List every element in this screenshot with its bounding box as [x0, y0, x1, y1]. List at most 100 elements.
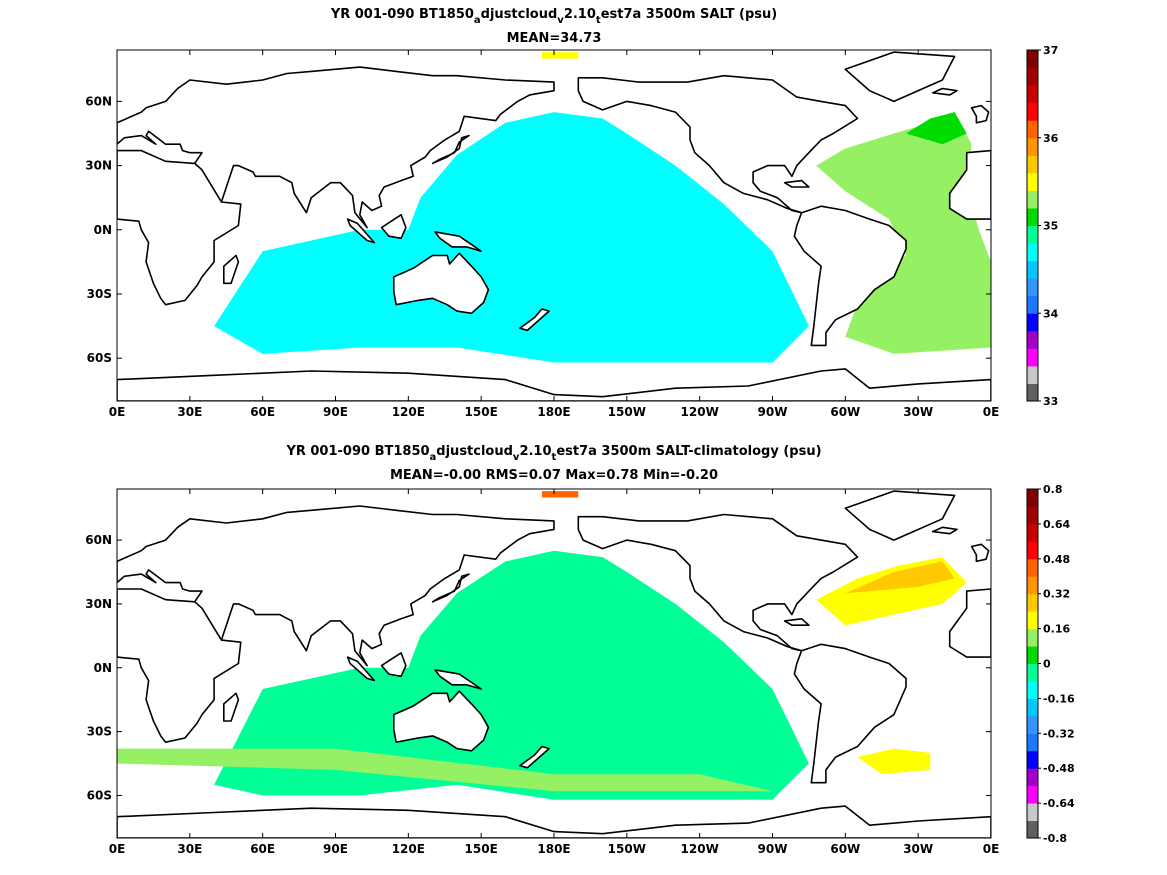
- colorbar-swatch: [1027, 733, 1038, 752]
- colorbar-swatch: [1027, 611, 1038, 630]
- colorbar-swatch: [1027, 750, 1038, 769]
- x-tick-label: 120W: [681, 842, 719, 856]
- colorbar-tick-label: 0.16: [1043, 623, 1070, 636]
- colorbar-swatch: [1027, 768, 1038, 787]
- chart-subtitle: MEAN=34.73: [507, 31, 602, 46]
- colorbar-tick-label: 0.32: [1043, 588, 1070, 601]
- title-segment: djustcloud: [481, 7, 558, 22]
- colorbar-tick-label: -0.32: [1043, 727, 1075, 740]
- coastline-iceland: [931, 87, 958, 96]
- colorbar-tick-label: -0.8: [1043, 832, 1067, 845]
- coastline-uk: [970, 104, 990, 124]
- colorbar-tick-label: 34: [1043, 307, 1059, 320]
- coastline-new-guinea: [434, 669, 483, 690]
- x-tick-label: 0E: [109, 405, 126, 419]
- southern-bands: [117, 748, 773, 792]
- coastline-sumatra: [346, 218, 376, 244]
- y-tick-label: 60S: [87, 788, 112, 802]
- title-segment: djustcloud: [436, 444, 513, 459]
- chart-subtitle: MEAN=-0.00 RMS=0.07 Max=0.78 Min=-0.20: [390, 468, 718, 483]
- y-tick-label: 0N: [94, 661, 112, 675]
- colorbar-swatch: [1027, 330, 1038, 349]
- colorbar-swatch: [1027, 506, 1038, 525]
- colorbar-tick-label: 35: [1043, 220, 1058, 233]
- coastline-south-america: [793, 205, 907, 347]
- pacific-indian-region: [214, 550, 809, 800]
- colorbar-swatch: [1027, 785, 1038, 804]
- x-tick-label: 120E: [392, 842, 425, 856]
- coastline-africa: [948, 149, 991, 220]
- title-segment: YR 001-090 BT1850: [285, 444, 429, 459]
- panel-2: YR 001-090 BT1850adjustcloudv2.10test7a …: [85, 444, 1075, 856]
- x-tick-label: 60W: [830, 842, 860, 856]
- coastline-japan: [431, 573, 470, 603]
- coastline-eurasia: [117, 505, 555, 667]
- colorbar-tick-label: 37: [1043, 44, 1058, 57]
- coastline-north-america: [577, 513, 859, 652]
- colorbar-swatch: [1027, 593, 1038, 612]
- colorbar-swatch: [1027, 260, 1038, 279]
- x-tick-label: 180E: [537, 842, 570, 856]
- x-tick-label: 150E: [465, 842, 498, 856]
- north-atlantic-core: [845, 561, 955, 594]
- x-tick-label: 90W: [758, 842, 788, 856]
- colorbar-swatch: [1027, 663, 1038, 682]
- x-tick-label: 0E: [109, 842, 126, 856]
- x-tick-label: 60E: [250, 405, 275, 419]
- colorbar-swatch: [1027, 558, 1038, 577]
- colorbar-swatch: [1027, 523, 1038, 542]
- panel-1: YR 001-090 BT1850adjustcloudv2.10test7a …: [85, 7, 1058, 419]
- coastline-africa-east: [117, 588, 242, 744]
- x-tick-label: 60W: [830, 405, 860, 419]
- colorbar-swatch: [1027, 137, 1038, 156]
- y-tick-label: 60S: [87, 351, 112, 365]
- colorbar-tick-label: 33: [1043, 395, 1058, 408]
- colorbar-tick-label: 0.48: [1043, 553, 1070, 566]
- colorbar-swatch: [1027, 820, 1038, 839]
- y-tick-label: 30N: [85, 159, 112, 173]
- colorbar-swatch: [1027, 313, 1038, 332]
- colorbar-swatch: [1027, 698, 1038, 717]
- colorbar-swatch: [1027, 715, 1038, 734]
- colorbar-swatch: [1027, 50, 1038, 69]
- arctic-patch: [541, 52, 579, 59]
- title-subscript: t: [596, 15, 601, 26]
- x-tick-label: 180E: [537, 405, 570, 419]
- colorbar-tick-label: 0.8: [1043, 483, 1063, 496]
- colorbar-tick-label: 0: [1043, 658, 1051, 671]
- title-segment: est7a 3500m SALT-climatology (psu): [556, 444, 821, 459]
- y-tick-label: 60N: [85, 533, 112, 547]
- x-tick-label: 150E: [465, 405, 498, 419]
- colorbar: -0.8 -0.64 -0.48 -0.32 -0.16 0 0.16 0.32 0.48 0.6…: [1026, 483, 1075, 845]
- x-tick-label: 30E: [177, 405, 202, 419]
- y-tick-label: 60N: [85, 94, 112, 108]
- x-tick-label: 150W: [608, 842, 646, 856]
- coastline-australia: [392, 690, 490, 752]
- colorbar-swatch: [1027, 155, 1038, 174]
- coastline-africa-east: [117, 149, 242, 306]
- pacific-indian-region: [214, 112, 809, 363]
- x-tick-label: 60E: [250, 842, 275, 856]
- colorbar-tick-label: 36: [1043, 132, 1059, 145]
- colorbar-swatch: [1027, 225, 1038, 244]
- colorbar-swatch: [1027, 85, 1038, 104]
- x-tick-label: 90E: [323, 405, 348, 419]
- x-tick-label: 0E: [983, 842, 1000, 856]
- coastline-uk: [970, 543, 990, 563]
- title-subscript: v: [513, 452, 520, 463]
- coastline-sumatra: [346, 656, 376, 682]
- chart-title: YR 001-090 BT1850adjustcloudv2.10test7a …: [285, 444, 821, 463]
- atlantic-region: [816, 112, 991, 354]
- x-tick-label: 120W: [681, 405, 719, 419]
- colorbar-swatch: [1027, 67, 1038, 86]
- colorbar-swatch: [1027, 295, 1038, 314]
- coastline-madagascar: [223, 254, 240, 285]
- colorbar-swatch: [1027, 172, 1038, 191]
- coastline-borneo: [380, 652, 407, 678]
- coastline-africa: [948, 588, 991, 658]
- arctic-patch: [541, 491, 579, 498]
- colorbar-tick-label: 0.64: [1043, 518, 1070, 531]
- title-subscript: a: [430, 452, 437, 463]
- colorbar-swatch: [1027, 541, 1038, 560]
- colorbar-swatch: [1027, 102, 1038, 121]
